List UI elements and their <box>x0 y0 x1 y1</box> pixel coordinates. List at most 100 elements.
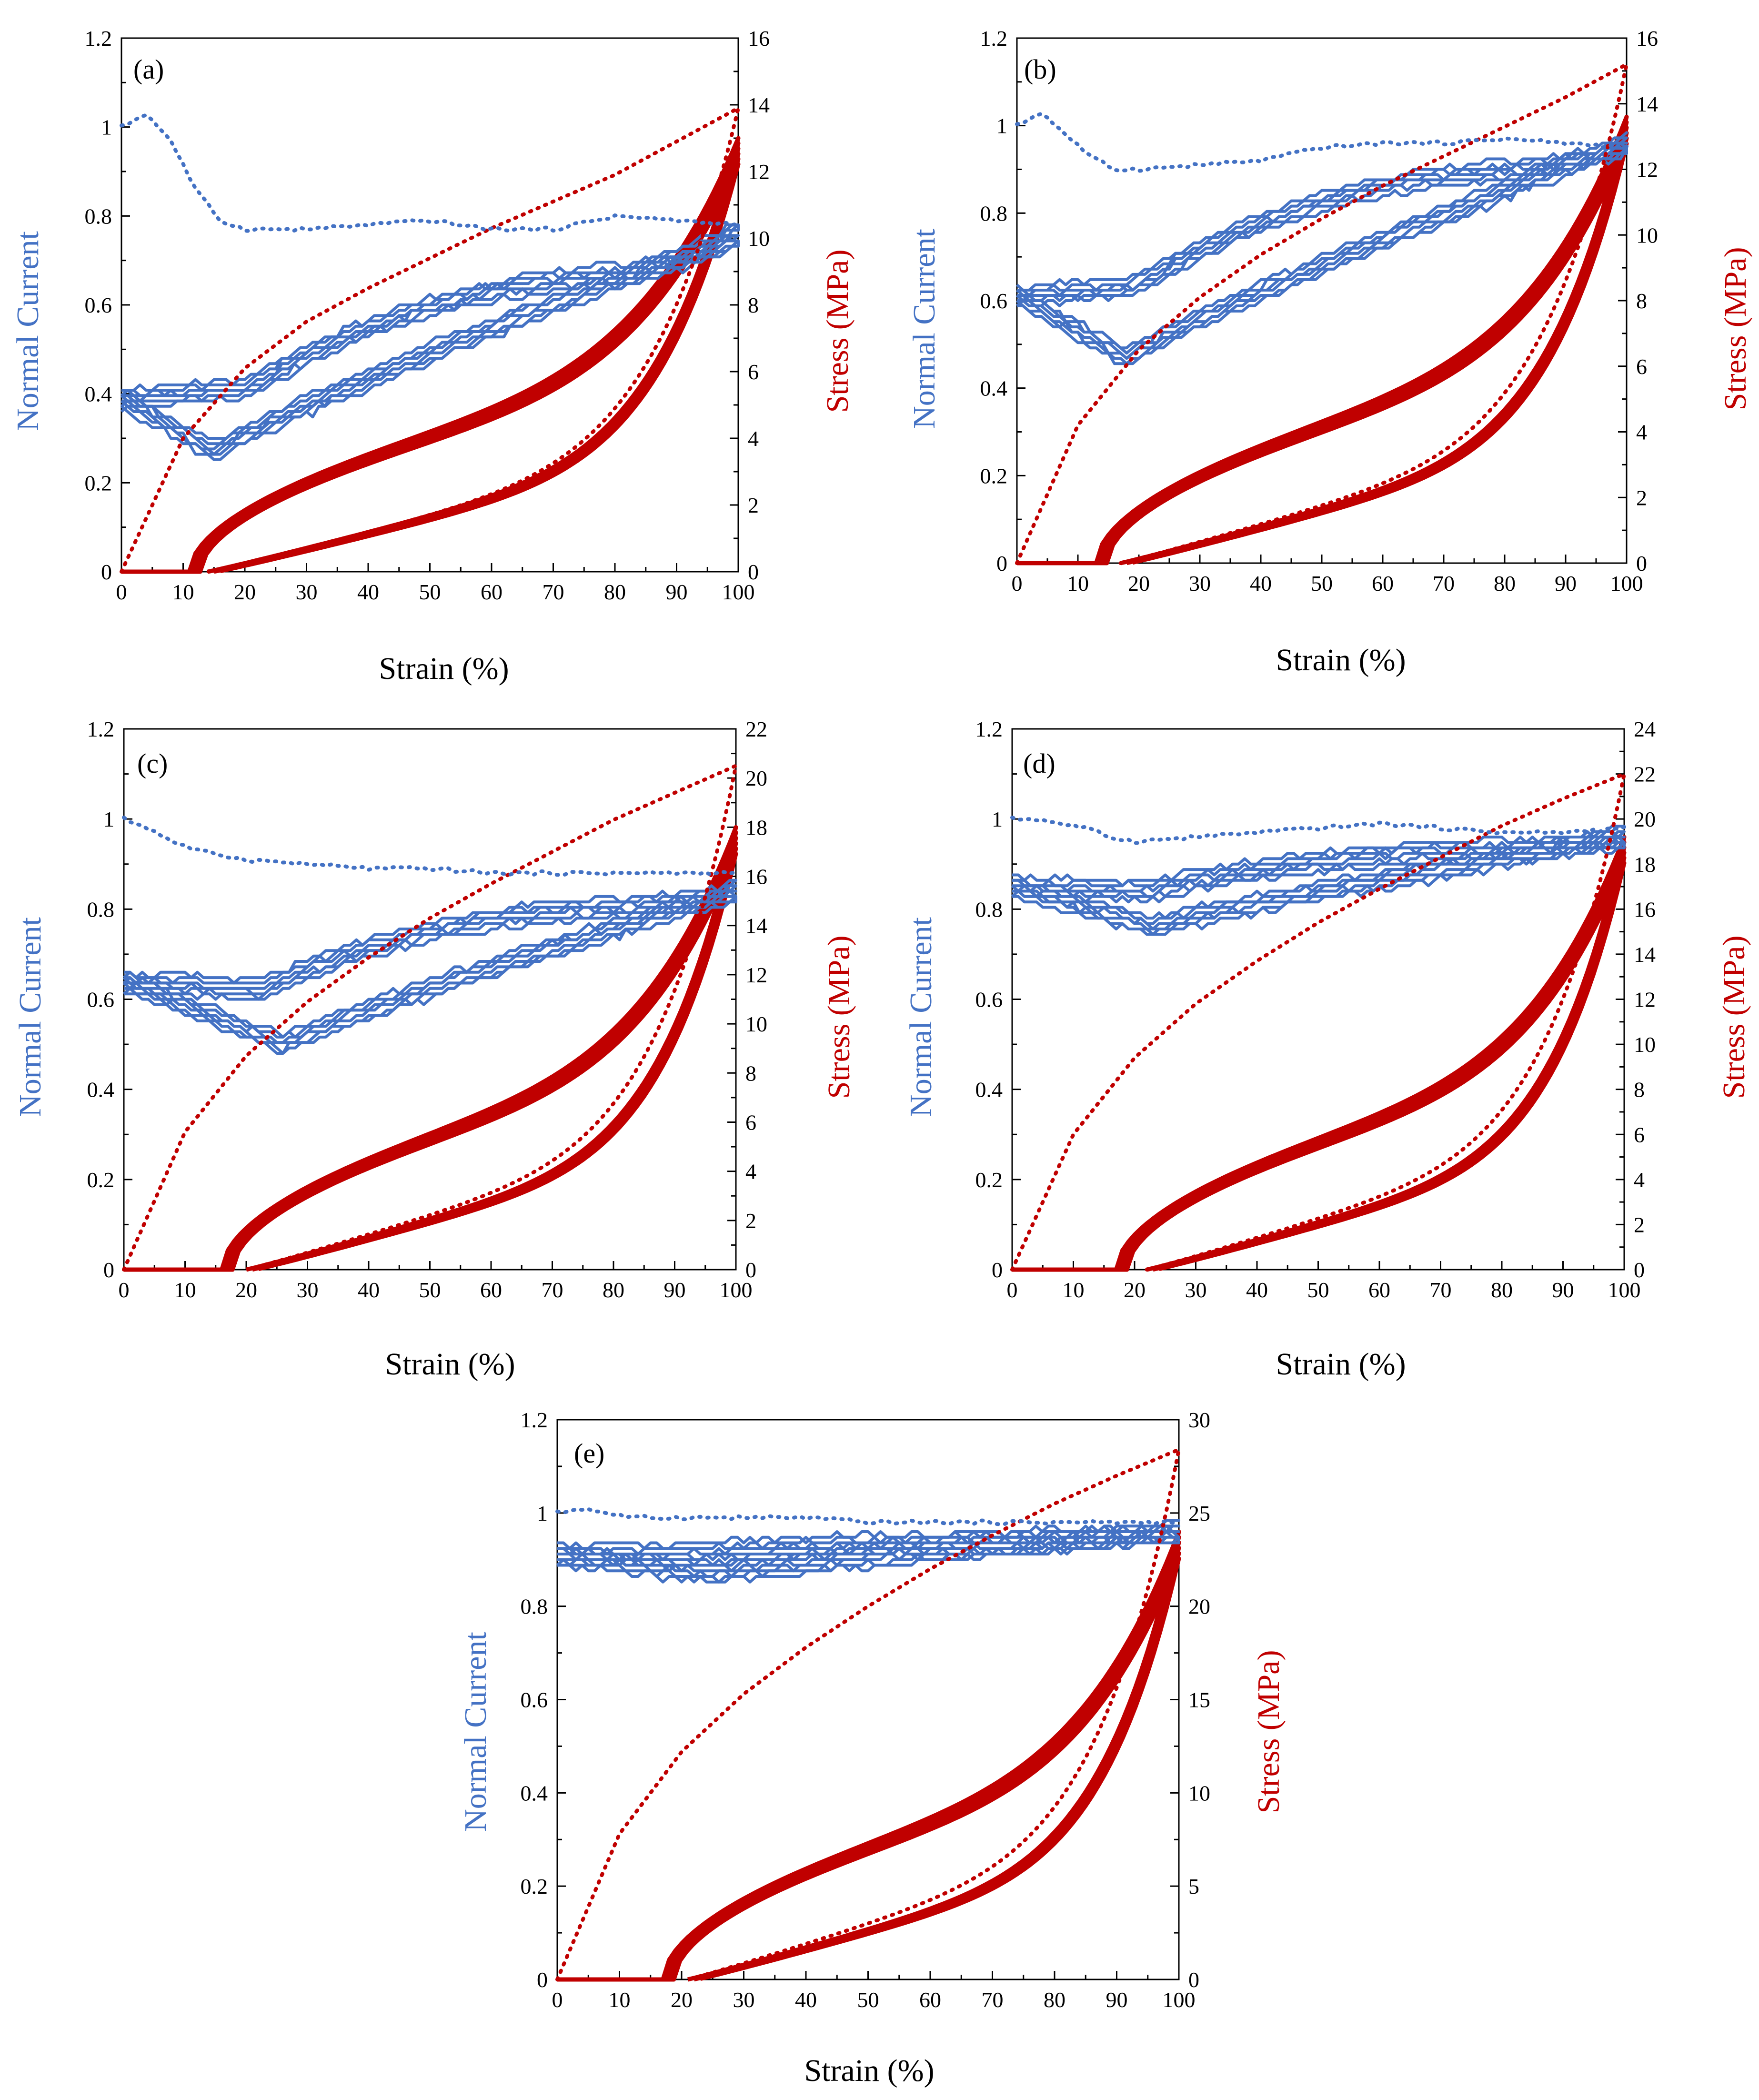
y2-tick-label: 10 <box>1188 1781 1210 1805</box>
y-tick-label: 0 <box>992 1258 1003 1282</box>
y2-tick-label: 18 <box>1634 852 1656 877</box>
current-cycle-curve <box>123 884 737 1039</box>
y2-tick-label: 2 <box>1634 1212 1645 1237</box>
x-tick-label: 80 <box>604 580 626 604</box>
y2-tick-label: 4 <box>1634 1168 1645 1192</box>
panel-label: (a) <box>133 54 164 85</box>
y2-tick-label: 0 <box>1636 551 1647 575</box>
x-tick-label: 90 <box>666 580 688 604</box>
x-tick-label: 10 <box>1063 1278 1085 1302</box>
y2-tick-label: 6 <box>1634 1122 1645 1147</box>
panel-label: (c) <box>137 748 168 779</box>
y2-tick-label: 24 <box>1634 717 1656 741</box>
y2-tick-label: 14 <box>1636 92 1658 116</box>
stress-cycle-curve <box>1012 845 1627 1272</box>
panel-label: (e) <box>574 1438 604 1469</box>
stress-cycle-curve <box>557 1535 1181 1982</box>
y-tick-label: 0.4 <box>975 1078 1003 1102</box>
y2-tick-label: 14 <box>1634 942 1656 967</box>
left-axis-title: Normal Current <box>10 231 45 431</box>
x-tick-label: 50 <box>419 1278 441 1302</box>
x-tick-label: 20 <box>1124 1278 1146 1302</box>
y-tick-label: 1.2 <box>975 717 1003 741</box>
y2-tick-label: 6 <box>745 1110 756 1134</box>
current-cycle-curve <box>1012 830 1626 925</box>
stress-cycle-curve <box>557 1551 1181 1982</box>
y2-tick-label: 2 <box>1636 485 1647 510</box>
y2-tick-label: 20 <box>745 766 767 790</box>
x-tick-label: 80 <box>1494 571 1516 596</box>
left-axis-title: Normal Current <box>907 229 942 429</box>
y2-tick-label: 2 <box>745 1209 756 1233</box>
x-axis-title: Strain (%) <box>1276 643 1406 677</box>
x-tick-label: 100 <box>722 580 755 604</box>
right-axis-title: Stress (MPa) <box>1717 936 1751 1099</box>
x-tick-label: 100 <box>1608 1278 1641 1302</box>
y-tick-label: 0 <box>103 1258 114 1282</box>
left-axis-title: Normal Current <box>904 917 938 1117</box>
y-tick-label: 1 <box>101 115 112 140</box>
y2-tick-label: 10 <box>748 226 770 251</box>
y-tick-label: 1.2 <box>85 26 112 50</box>
y-tick-label: 0.4 <box>85 382 112 406</box>
y2-tick-label: 8 <box>748 293 759 317</box>
x-tick-label: 20 <box>234 580 256 604</box>
current-cycle-curve <box>1012 825 1626 920</box>
chart-panel-b: (b) Strain (%) Normal Current Stress (MP… <box>907 26 1753 677</box>
x-axis-title: Strain (%) <box>379 651 509 686</box>
y-tick-label: 0 <box>996 551 1007 575</box>
y-tick-label: 0.2 <box>87 1168 115 1192</box>
current-cycle-curve <box>1011 841 1626 936</box>
stress-cycle-curve <box>557 1556 1181 1982</box>
y2-tick-label: 20 <box>1634 807 1656 831</box>
y-tick-label: 0.8 <box>87 897 115 921</box>
right-axis-title: Stress (MPa) <box>1251 1650 1286 1814</box>
current-cycle-curve <box>1012 841 1626 936</box>
y2-tick-label: 22 <box>745 717 767 741</box>
x-axis-title: Strain (%) <box>1276 1347 1406 1382</box>
y2-tick-label: 10 <box>1634 1032 1656 1057</box>
x-tick-label: 0 <box>116 580 127 604</box>
y-tick-label: 1 <box>103 807 114 831</box>
y2-tick-label: 6 <box>748 360 759 384</box>
x-tick-label: 30 <box>296 580 318 604</box>
x-tick-label: 100 <box>1163 1988 1196 2012</box>
stress-first-cycle-curve <box>1010 771 1627 1272</box>
stress-cycle-curve <box>121 162 741 574</box>
x-tick-label: 70 <box>542 1278 563 1302</box>
y-tick-label: 1.2 <box>521 1408 548 1432</box>
plot-area <box>1015 61 1629 565</box>
current-cycle-curve <box>1016 147 1628 365</box>
x-tick-label: 50 <box>857 1988 879 2012</box>
y-tick-label: 0 <box>537 1968 548 1992</box>
stress-cycle-curve <box>557 1540 1181 1982</box>
current-cycle-curve <box>123 889 737 1044</box>
y2-tick-label: 10 <box>1636 223 1658 247</box>
x-tick-label: 10 <box>172 580 194 604</box>
x-tick-label: 60 <box>1372 571 1394 596</box>
plot-area <box>122 762 739 1272</box>
current-cycle-curve <box>123 895 737 1055</box>
current-first-cycle-curve <box>555 1507 1181 1526</box>
y2-tick-label: 2 <box>748 493 759 517</box>
x-tick-label: 90 <box>664 1278 686 1302</box>
right-axis-title: Stress (MPa) <box>1718 247 1753 411</box>
y-tick-label: 0.6 <box>980 289 1008 313</box>
right-axis-title: Stress (MPa) <box>820 250 855 413</box>
x-tick-label: 10 <box>609 1988 631 2012</box>
y2-tick-label: 16 <box>748 26 770 50</box>
y-tick-label: 0.8 <box>521 1595 548 1619</box>
y2-tick-label: 0 <box>1634 1258 1645 1282</box>
current-first-cycle-curve <box>1010 816 1626 845</box>
current-cycle-curve <box>557 1525 1180 1573</box>
x-tick-label: 30 <box>733 1988 755 2012</box>
current-cycle-curve <box>124 878 737 1039</box>
x-tick-label: 0 <box>119 1278 130 1302</box>
y2-tick-label: 8 <box>745 1061 756 1085</box>
y2-tick-label: 0 <box>745 1258 756 1282</box>
x-tick-label: 60 <box>1368 1278 1390 1302</box>
y-tick-label: 0.8 <box>980 201 1008 225</box>
stress-cycle-curve <box>124 825 738 1272</box>
y-tick-label: 0.6 <box>975 988 1003 1012</box>
x-tick-label: 80 <box>1491 1278 1513 1302</box>
